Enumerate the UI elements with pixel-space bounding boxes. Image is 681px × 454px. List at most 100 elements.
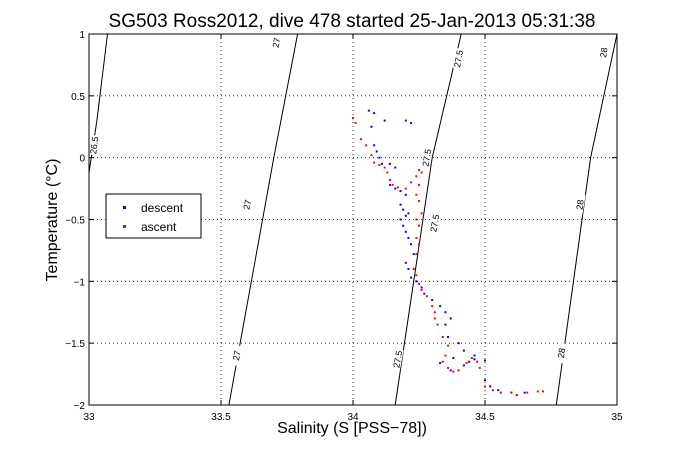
descent-point	[407, 237, 410, 240]
descent-point	[373, 112, 376, 115]
descent-point	[381, 162, 384, 165]
ascent-point	[536, 390, 539, 393]
x-tick-label: 35	[611, 412, 623, 423]
ascent-point	[447, 366, 450, 369]
ascent-point	[441, 360, 444, 363]
descent-point	[388, 162, 391, 165]
descent-point	[404, 230, 407, 233]
descent-point	[404, 193, 407, 196]
isopycnal-line	[555, 33, 618, 406]
ascent-point	[433, 317, 436, 320]
ascent-point	[420, 212, 423, 215]
ascent-point	[457, 369, 460, 372]
ascent-point	[465, 361, 468, 364]
descent-point	[410, 276, 413, 279]
ascent-point	[404, 187, 407, 190]
ascent-point	[415, 193, 418, 196]
isopycnal-line	[228, 33, 299, 406]
legend-marker-ascent	[123, 225, 126, 228]
isopycnal-label: 27	[271, 37, 283, 49]
descent-point	[444, 311, 447, 314]
isopycnal-label-bg	[452, 48, 465, 70]
ascent-point	[418, 183, 420, 186]
x-tick-label: 33.5	[211, 412, 231, 423]
ascent-point	[370, 154, 373, 157]
descent-point	[410, 122, 413, 125]
ascent-point	[470, 357, 473, 360]
ascent-point	[436, 323, 439, 326]
descent-point	[404, 214, 407, 217]
descent-point	[373, 144, 376, 147]
descent-point	[484, 379, 486, 382]
y-tick-label: −1	[74, 277, 86, 288]
y-axis-ticks: −2 −1.5 −1 −0.5 0 0.5 1	[65, 30, 617, 412]
y-tick-label: −2	[74, 401, 86, 412]
descent-point	[449, 369, 452, 372]
ascent-point	[476, 360, 479, 363]
ascent-point	[412, 267, 415, 270]
legend-label-descent: descent	[141, 201, 184, 215]
ascent-point	[386, 171, 389, 174]
ascent-point	[418, 243, 420, 246]
ascent-point	[418, 282, 420, 285]
ascent-point	[396, 186, 399, 189]
descent-point	[404, 261, 407, 264]
ascent-point	[526, 391, 529, 394]
isopycnal-label-bg	[598, 42, 610, 64]
ascent-point	[447, 344, 450, 347]
isopycnal-label: 28	[556, 347, 567, 358]
descent-point	[412, 253, 415, 256]
legend: descent ascent	[105, 193, 202, 239]
isopycnal-label-bg	[429, 212, 441, 234]
descent-point	[444, 323, 447, 326]
ascent-point	[378, 164, 381, 167]
y-tick-label: −1.5	[65, 339, 85, 350]
x-axis-label: Salinity (S [PSS−78])	[277, 420, 427, 437]
ascent-point	[499, 391, 502, 394]
descent-point	[404, 119, 407, 122]
ascent-point	[415, 253, 418, 256]
descent-point	[394, 187, 397, 190]
isopycnal-label-bg	[88, 134, 100, 156]
descent-point	[489, 385, 492, 388]
descent-point	[462, 349, 465, 352]
descent-point	[388, 183, 391, 186]
ascent-point	[515, 394, 518, 397]
isopycnal-line	[88, 33, 108, 173]
descent-point	[378, 156, 381, 159]
ascent-point	[510, 391, 513, 394]
ascent-point	[415, 218, 418, 221]
ascent-point	[359, 138, 362, 141]
ascent-point	[415, 175, 418, 178]
descent-point	[407, 212, 410, 215]
isopycnal-label-bg	[574, 194, 586, 216]
isopycnal-label: 26.5	[88, 136, 100, 155]
x-tick-label: 33	[83, 412, 95, 423]
isopycnal-label-bg	[392, 348, 404, 370]
ascent-point	[365, 144, 368, 147]
chart-title: SG503 Ross2012, dive 478 started 25-Jan-…	[109, 11, 596, 32]
descent-point	[402, 208, 405, 211]
isopycnal-lines: 26.5 27 27 27 27.5 27.5 27.5 27.5 28 28 28	[88, 32, 618, 406]
ascent-point	[418, 169, 420, 172]
x-axis-ticks: 33 33.5 34 34.5 35	[83, 34, 623, 423]
ascent-point	[415, 274, 418, 277]
y-tick-label: 1	[79, 30, 85, 41]
isopycnal-label-bg	[421, 147, 433, 169]
isopycnal-label: 28	[598, 47, 609, 58]
descent-point	[399, 203, 402, 206]
isopycnal-label: 27.5	[428, 214, 441, 233]
isopycnal-label: 27	[242, 199, 254, 211]
descent-point	[399, 190, 402, 193]
ascent-point	[420, 288, 423, 291]
descent-point	[431, 298, 434, 301]
isopycnal-label: 27.5	[452, 49, 465, 68]
ascent-point	[452, 370, 455, 373]
descent-point	[423, 292, 426, 295]
ascent-point	[410, 181, 413, 184]
descent-point	[447, 335, 450, 338]
ascent-point	[425, 295, 428, 298]
isopycnal-label-bg	[231, 344, 243, 367]
y-tick-label: 0	[79, 154, 85, 165]
legend-marker-descent	[123, 206, 126, 209]
